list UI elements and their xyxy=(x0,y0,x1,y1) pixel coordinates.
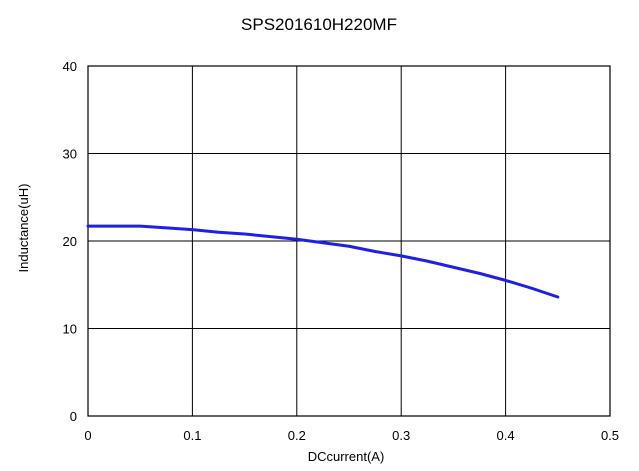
chart-title: SPS201610H220MF xyxy=(241,15,397,34)
x-axis-label: DCcurrent(A) xyxy=(308,449,385,464)
x-tick-label-3: 0.3 xyxy=(392,428,410,443)
y-tick-labels: 0 10 20 30 40 xyxy=(63,59,77,424)
x-tick-label-0: 0 xyxy=(84,428,91,443)
y-tick-label-4: 40 xyxy=(63,59,77,74)
y-tick-label-2: 20 xyxy=(63,234,77,249)
grid-lines-y xyxy=(88,153,610,329)
y-tick-label-3: 30 xyxy=(63,147,77,162)
x-tick-label-4: 0.4 xyxy=(497,428,515,443)
x-tick-label-5: 0.5 xyxy=(601,428,619,443)
x-tick-labels: 0 0.1 0.2 0.3 0.4 0.5 xyxy=(84,428,619,443)
series-layer xyxy=(86,224,560,299)
y-tick-label-0: 0 xyxy=(70,409,77,424)
x-tick-label-2: 0.2 xyxy=(288,428,306,443)
y-tick-label-1: 10 xyxy=(63,322,77,337)
x-tick-label-1: 0.1 xyxy=(183,428,201,443)
y-axis-label: Inductance(uH) xyxy=(16,184,31,273)
series-line-0 xyxy=(86,224,560,299)
